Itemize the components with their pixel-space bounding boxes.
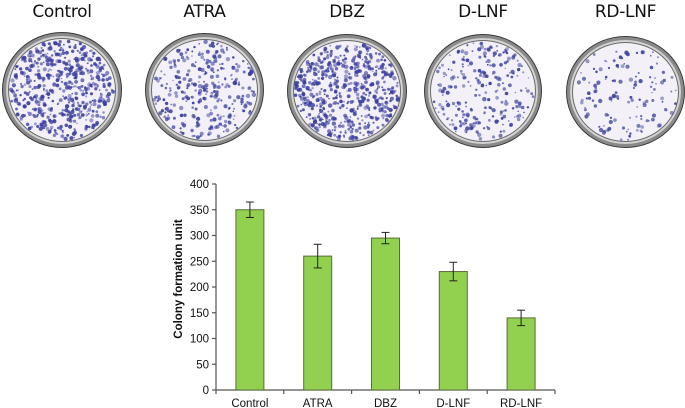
colony-bar-chart: 0 50 100 150 200 250 300 350 400 Control ATRA DBZ D… bbox=[173, 179, 556, 408]
bar-rd-lnf bbox=[506, 309, 536, 391]
y-tick-label: 350 bbox=[190, 205, 209, 217]
bars bbox=[235, 201, 536, 391]
x-category-label: Control bbox=[231, 398, 268, 408]
petri-dish-dbz bbox=[288, 35, 406, 147]
y-tick-label: 200 bbox=[190, 282, 209, 294]
bar-control bbox=[235, 201, 265, 391]
dish-label-atra: ATRA bbox=[183, 2, 226, 22]
y-tick-label: 0 bbox=[203, 385, 209, 397]
colony-dots bbox=[432, 41, 535, 141]
dish-label-d-lnf: D-LNF bbox=[458, 2, 508, 22]
y-tick-label: 300 bbox=[190, 231, 209, 243]
error-bar bbox=[313, 243, 322, 269]
y-tick-label: 400 bbox=[190, 179, 209, 191]
y-tick-label: 250 bbox=[190, 256, 209, 268]
bar-dbz bbox=[371, 231, 400, 391]
error-bar bbox=[449, 261, 458, 282]
error-bar bbox=[381, 231, 390, 245]
y-axis-title: Colony formation unit bbox=[173, 219, 185, 339]
dish-label-dbz: DBZ bbox=[329, 2, 365, 22]
petri-dish-rd-lnf bbox=[567, 37, 684, 147]
dish-label-rd-lnf: RD-LNF bbox=[594, 2, 657, 22]
x-category-label: RD-LNF bbox=[500, 398, 542, 408]
error-bar bbox=[517, 309, 526, 327]
y-tick-label: 50 bbox=[196, 359, 209, 371]
petri-dish-control bbox=[3, 33, 121, 147]
colony-dots bbox=[152, 39, 257, 140]
petri-dish-atra bbox=[146, 34, 263, 146]
y-tick-label: 150 bbox=[190, 308, 209, 320]
x-category-label: ATRA bbox=[303, 398, 333, 408]
bar-d-lnf bbox=[438, 261, 468, 391]
dish-label-control: Control bbox=[32, 2, 92, 22]
y-tick-label: 100 bbox=[190, 334, 209, 346]
colony-dots bbox=[576, 50, 677, 141]
colony-dots bbox=[293, 43, 401, 141]
colony-dots bbox=[9, 39, 115, 141]
y-axis: 0 50 100 150 200 250 300 350 400 bbox=[190, 179, 217, 397]
x-category-label: DBZ bbox=[374, 398, 397, 408]
x-axis: Control ATRA DBZ D-LNF RD-LNF bbox=[215, 389, 556, 408]
petri-dish-d-lnf bbox=[425, 35, 541, 147]
x-category-label: D-LNF bbox=[436, 398, 470, 408]
error-bar bbox=[245, 201, 254, 218]
bar-atra bbox=[303, 243, 333, 391]
